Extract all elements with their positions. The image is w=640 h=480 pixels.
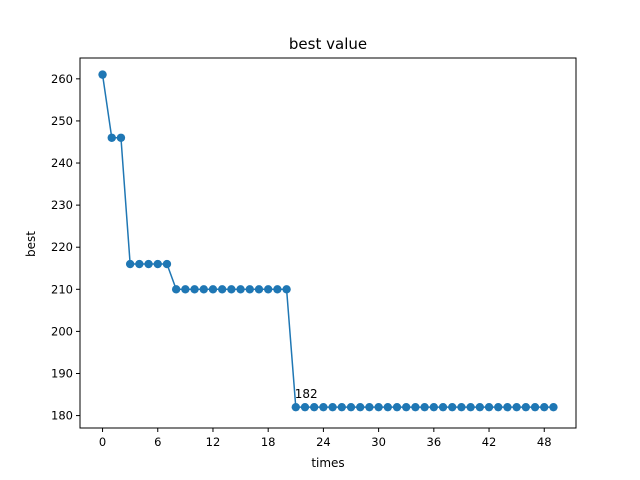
axes-frame [79, 57, 577, 429]
y-tick-label: 260 [51, 72, 73, 86]
data-annotation: 182 [295, 387, 318, 401]
data-point [217, 285, 227, 294]
data-point [337, 402, 346, 412]
data-point [227, 285, 236, 294]
data-point [153, 259, 162, 269]
data-point [438, 402, 448, 412]
data-point [457, 402, 466, 412]
data-point [135, 259, 144, 269]
data-point [503, 402, 512, 412]
data-point [466, 402, 475, 412]
data-point [549, 402, 558, 412]
data-point [356, 402, 365, 412]
y-tick-label: 240 [51, 156, 73, 170]
data-point [171, 285, 181, 294]
data-point [420, 402, 429, 412]
y-tick-label: 230 [51, 198, 73, 212]
x-tick-label: 18 [261, 435, 276, 449]
data-point [310, 402, 319, 412]
plot-area: 0 6 12 18 24 30 36 42 48 180 190 200 210 220 230 240 250… [51, 57, 577, 449]
data-point [263, 285, 273, 294]
x-axis-label: times [311, 456, 344, 470]
y-tick-label: 200 [51, 324, 73, 338]
data-point [365, 402, 374, 412]
data-point [282, 285, 291, 294]
data-point [512, 402, 521, 412]
data-point [98, 70, 107, 79]
y-tick-label: 210 [51, 282, 73, 296]
data-point [125, 259, 135, 269]
y-tick-label: 220 [51, 240, 73, 254]
x-tick-label: 24 [316, 435, 331, 449]
data-point [374, 402, 383, 412]
data-point [107, 133, 116, 142]
data-point [273, 285, 282, 294]
data-point [328, 402, 337, 412]
y-tick-label: 180 [51, 409, 73, 423]
data-point [236, 285, 245, 294]
data-point [392, 402, 402, 412]
data-point [429, 402, 439, 412]
x-tick-label: 48 [537, 435, 552, 449]
x-tick-label: 36 [427, 435, 442, 449]
x-tick-label: 6 [154, 435, 161, 449]
data-point [300, 402, 310, 412]
data-point [190, 285, 199, 294]
data-point [254, 285, 264, 294]
data-point [144, 259, 153, 269]
data-point [521, 402, 531, 412]
data-point [411, 402, 420, 412]
y-axis-label: best [24, 231, 38, 257]
data-point [540, 402, 549, 412]
data-point [448, 402, 457, 412]
x-tick-label: 30 [371, 435, 386, 449]
data-point [162, 259, 172, 269]
data-point [530, 402, 540, 412]
data-point [116, 133, 126, 142]
data-point [181, 285, 190, 294]
x-tick-label: 12 [206, 435, 221, 449]
data-point [484, 402, 494, 412]
data-point [383, 402, 393, 412]
data-point [245, 285, 254, 294]
x-tick-label: 0 [99, 435, 106, 449]
chart-title: best value [289, 35, 367, 53]
data-point [319, 402, 328, 412]
y-tick-label: 190 [51, 366, 73, 380]
data-point [199, 285, 208, 294]
y-tick-label: 250 [51, 114, 73, 128]
data-point [291, 402, 300, 412]
data-point [475, 402, 485, 412]
data-point [346, 402, 356, 412]
data-point [208, 285, 218, 294]
data-point [402, 402, 411, 412]
data-point [494, 402, 503, 412]
x-tick-label: 42 [482, 435, 497, 449]
